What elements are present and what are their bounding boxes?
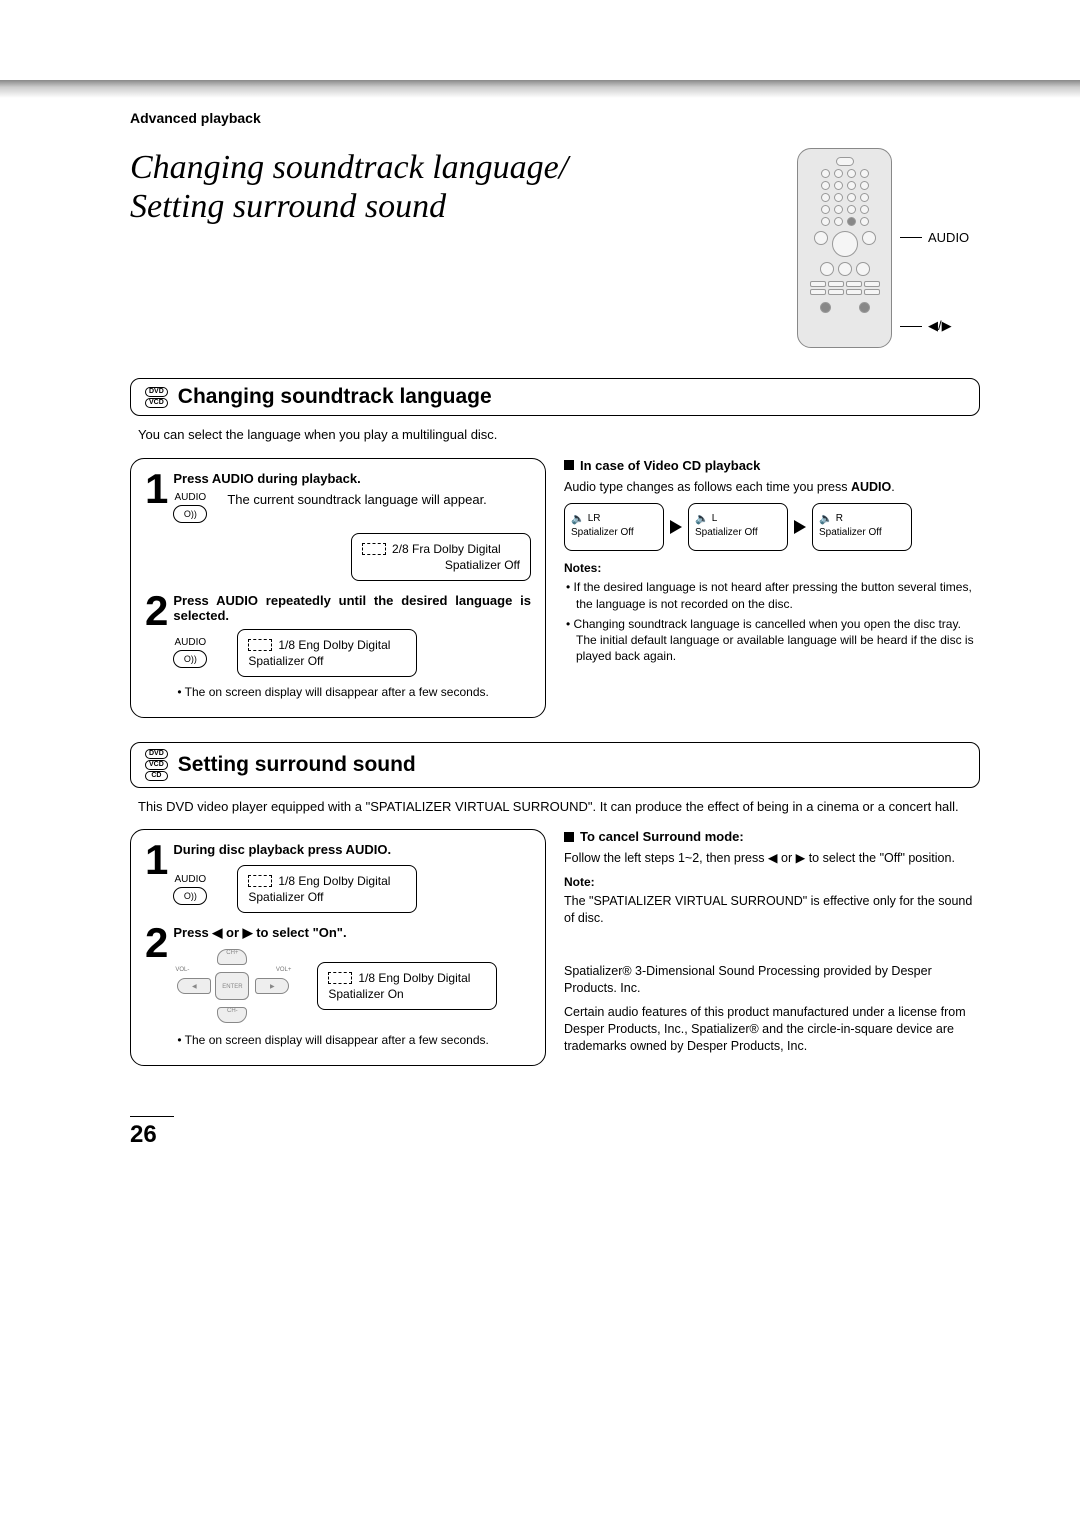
vcd-box-l: L Spatializer Off [688,503,788,551]
vcd-text: Audio type changes as follows each time … [564,479,980,496]
s1-step2-note: • The on screen display will disappear a… [173,685,531,699]
audio-button-icon: AUDIO O)) [173,874,207,905]
note-heading: Note: [564,875,980,889]
s2-step1-head: During disc playback press AUDIO. [173,842,531,857]
note-text: The "SPATIALIZER VIRTUAL SURROUND" is ef… [564,893,980,927]
arrow-icon [794,520,806,534]
s2-step1: 1 During disc playback press AUDIO. AUDI… [145,842,531,913]
trademark-text-1: Spatializer® 3-Dimensional Sound Process… [564,963,980,997]
section2-intro: This DVD video player equipped with a "S… [138,798,972,816]
s2-step2-note: • The on screen display will disappear a… [173,1033,531,1047]
s2-step2-head: Press ◀ or ▶ to select "On". [173,925,531,941]
page-number: 26 [130,1116,174,1149]
cancel-heading: To cancel Surround mode: [564,829,980,844]
audio-button-icon: AUDIO O)) [173,492,207,523]
section2-bar: DVD VCD CD Setting surround sound [130,742,980,788]
osd-display: 1/8 Eng Dolby Digital Spatializer On [317,962,497,1010]
s1-step1-head: Press AUDIO during playback. [173,471,531,486]
section2-steps-box: 1 During disc playback press AUDIO. AUDI… [130,829,546,1066]
trademark-text-2: Certain audio features of this product m… [564,1004,980,1055]
arrow-icon [670,520,682,534]
osd-display: 1/8 Eng Dolby Digital Spatializer Off [237,865,417,913]
section1-columns: 1 Press AUDIO during playback. AUDIO O))… [130,458,980,718]
vcd-box-lr: LR Spatializer Off [564,503,664,551]
title-and-remote: Changing soundtrack language/ Setting su… [130,148,980,348]
section2-columns: 1 During disc playback press AUDIO. AUDI… [130,829,980,1066]
remote-illustration: AUDIO ◀/▶ [797,148,980,348]
section1-intro: You can select the language when you pla… [138,426,972,444]
note-item: • Changing soundtrack language is cancel… [564,616,980,665]
s1-step2-head: Press AUDIO repeatedly until the desired… [173,593,531,623]
section1-badges: DVD VCD [145,387,168,408]
remote-body [797,148,892,348]
audio-button-icon: AUDIO O)) [173,637,207,668]
vcd-box-r: R Spatializer Off [812,503,912,551]
section2-badges: DVD VCD CD [145,749,168,781]
section-header: Advanced playback [130,110,980,126]
osd-display: 1/8 Eng Dolby Digital Spatializer Off [237,629,417,677]
section1-title: Changing soundtrack language [178,385,492,409]
page-content: Advanced playback Changing soundtrack la… [0,110,1080,1189]
s1-step1-desc: The current soundtrack language will app… [227,492,531,507]
section1-steps-box: 1 Press AUDIO during playback. AUDIO O))… [130,458,546,718]
section2-title: Setting surround sound [178,753,416,777]
step-number: 2 [145,925,165,1047]
step-number: 2 [145,593,165,699]
s1-step2: 2 Press AUDIO repeatedly until the desir… [145,593,531,699]
vcd-heading: In case of Video CD playback [564,458,980,473]
section1-bar: DVD VCD Changing soundtrack language [130,378,980,416]
dpad-icon: VOL- VOL+ CH+ CH- ◀ ▶ ENTER [173,947,293,1025]
top-gradient [0,80,1080,98]
remote-arrows-label: ◀/▶ [900,318,952,334]
s1-step1: 1 Press AUDIO during playback. AUDIO O))… [145,471,531,581]
step-number: 1 [145,842,165,913]
osd-display: 2/8 Fra Dolby Digital Spatializer Off [351,533,531,581]
s2-step2: 2 Press ◀ or ▶ to select "On". VOL- VOL+… [145,925,531,1047]
step-number: 1 [145,471,165,581]
notes-heading: Notes: [564,561,980,575]
remote-audio-label: AUDIO [900,230,969,245]
cancel-text: Follow the left steps 1~2, then press ◀ … [564,850,980,867]
note-item: • If the desired language is not heard a… [564,579,980,611]
main-title: Changing soundtrack language/ Setting su… [130,148,767,226]
vcd-flow: LR Spatializer Off L Spatializer Off R S… [564,503,980,551]
